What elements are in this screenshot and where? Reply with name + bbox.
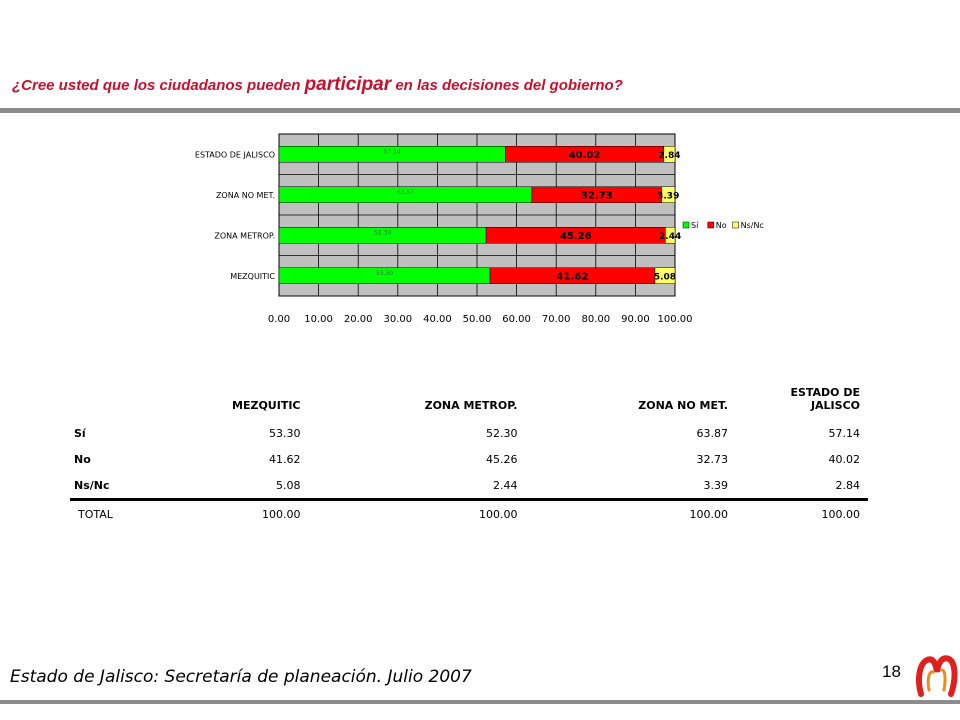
- table-cell: 2.84: [736, 472, 868, 501]
- table-cell: 53.30: [269, 426, 301, 440]
- table-cell: 100.00: [821, 507, 861, 521]
- table-cell: 3.39: [525, 472, 736, 501]
- table-cell: 52.30: [485, 426, 518, 440]
- data-label: 52.30: [374, 229, 391, 236]
- table-corner-cell: [70, 374, 142, 420]
- question-suffix: en las decisiones del gobierno?: [391, 77, 623, 94]
- category-label: ESTADO DE JALISCO: [195, 150, 275, 159]
- table-cell: 57.14: [828, 426, 861, 440]
- x-tick-label: 100.00: [658, 314, 693, 325]
- data-label: 32.73: [581, 190, 613, 201]
- data-label: 57.14: [384, 148, 401, 155]
- table-cell: 32.73: [696, 452, 729, 466]
- category-label: MEZQUITIC: [230, 272, 275, 281]
- legend-swatch: [682, 221, 690, 229]
- x-tick-label: 40.00: [423, 314, 452, 325]
- data-label: 45.26: [560, 231, 592, 242]
- row-label: TOTAL: [78, 507, 113, 521]
- x-tick-label: 80.00: [581, 314, 610, 325]
- data-label: 2.44: [659, 232, 681, 242]
- stylized-m-logo-icon: [916, 655, 958, 697]
- x-tick-label: 30.00: [383, 314, 412, 325]
- page-number: 18: [882, 662, 901, 681]
- table-cell: 5.08: [142, 472, 309, 501]
- category-label: ZONA NO MET.: [216, 191, 275, 200]
- legend-swatch: [707, 221, 715, 229]
- table-cell: 100.00: [478, 507, 518, 521]
- legend-label: Sí: [691, 221, 699, 230]
- data-label: 2.84: [658, 151, 680, 161]
- legend-label: Ns/Nc: [741, 221, 764, 230]
- data-label: 40.02: [569, 150, 601, 161]
- x-tick-label: 0.00: [268, 314, 290, 325]
- table-row: Sí 53.30 52.30 63.87 57.14: [70, 420, 868, 446]
- table-cell: 2.44: [308, 472, 526, 501]
- data-table: MEZQUITIC ZONA METROP. ZONA NO MET. ESTA…: [70, 374, 868, 527]
- question-title: ¿Cree usted que los ciudadanos pueden pa…: [12, 74, 942, 96]
- stacked-bar-chart: 0.00 10.00 20.00 30.00 40.00 50.00 60.00 70.00 8…: [195, 133, 764, 325]
- data-label: 63.87: [397, 189, 414, 196]
- bar-segment: [665, 227, 676, 244]
- legend-swatch: [732, 221, 739, 229]
- data-label: 3.39: [657, 191, 679, 201]
- table-cell: 45.26: [485, 452, 518, 466]
- table-cell: 100.00: [262, 507, 301, 521]
- column-header: MEZQUITIC: [232, 399, 301, 412]
- total-row: TOTAL 100.00 100.00 100.00 100.00: [70, 500, 868, 528]
- x-tick-label: 10.00: [304, 314, 333, 325]
- table-row: Ns/Nc 5.08 2.44 3.39 2.84: [70, 472, 868, 501]
- table-cell: 40.02: [828, 452, 861, 466]
- bar-segment: [663, 146, 676, 163]
- x-tick-label: 50.00: [463, 314, 492, 325]
- table-header-row: MEZQUITIC ZONA METROP. ZONA NO MET. ESTA…: [70, 374, 868, 420]
- x-tick-label: 70.00: [542, 314, 571, 325]
- column-header: ZONA NO MET.: [638, 399, 728, 412]
- question-emphasis: participar: [304, 74, 392, 95]
- category-label: ZONA METROP.: [214, 231, 275, 240]
- column-header: ZONA METROP.: [424, 399, 518, 412]
- column-header: ESTADO DE JALISCO: [790, 386, 860, 412]
- data-label: 41.62: [557, 271, 589, 282]
- legend-label: No: [716, 221, 727, 230]
- row-label: Ns/Nc: [70, 472, 142, 501]
- table-cell: 100.00: [689, 507, 729, 521]
- table-row: No 41.62 45.26 32.73 40.02: [70, 446, 868, 472]
- row-label: Sí: [74, 426, 86, 440]
- data-label: 53.30: [376, 270, 393, 277]
- x-tick-label: 90.00: [621, 314, 650, 325]
- table-cell: 63.87: [696, 426, 729, 440]
- data-label: 5.08: [654, 272, 676, 282]
- row-label: No: [74, 452, 91, 466]
- bar-segment: [661, 186, 676, 203]
- bar-segment: [654, 267, 676, 284]
- question-prefix: ¿Cree usted que los ciudadanos pueden: [12, 77, 305, 94]
- footer-divider: [0, 700, 960, 704]
- header-divider: [0, 108, 960, 113]
- source-note: Estado de Jalisco: Secretaría de planeac…: [10, 667, 472, 687]
- x-tick-label: 60.00: [502, 314, 531, 325]
- table-cell: 41.62: [269, 452, 301, 466]
- x-tick-label: 20.00: [344, 314, 373, 325]
